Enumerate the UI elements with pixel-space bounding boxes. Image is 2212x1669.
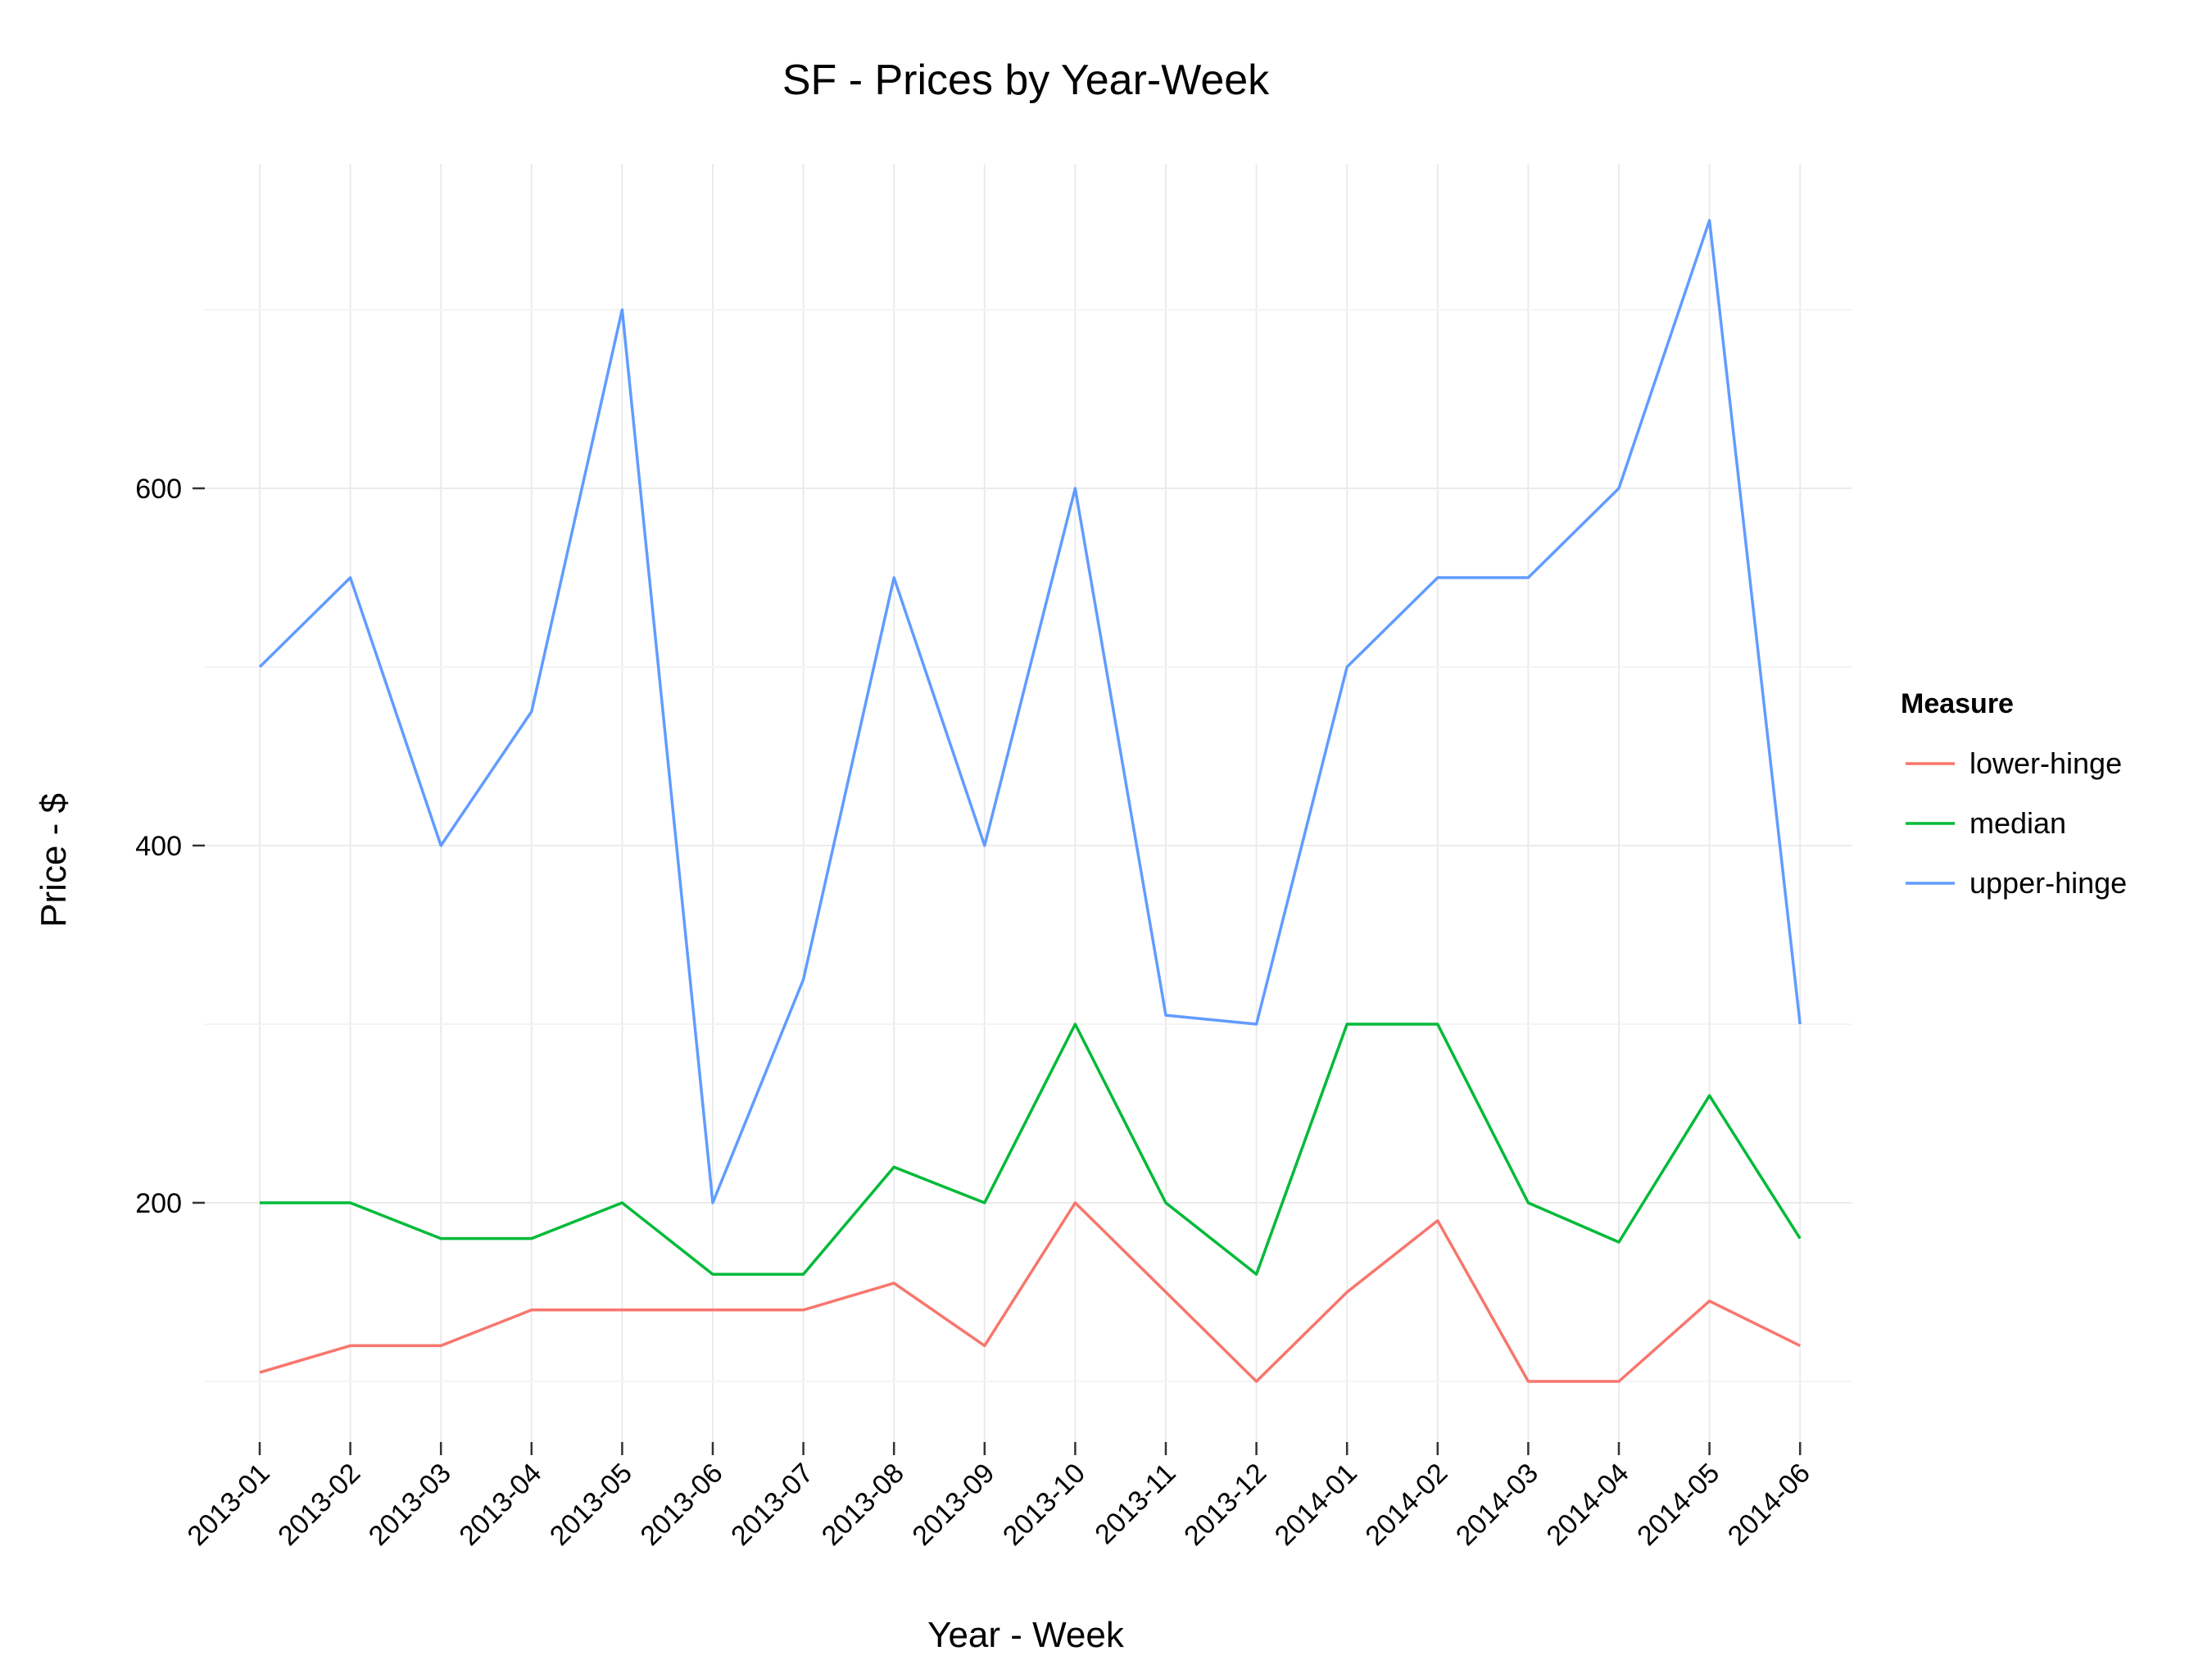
y-tick-label: 600 [135,474,182,505]
y-tick-label: 400 [135,831,182,862]
x-tick-label: 2013-08 [816,1458,910,1552]
x-tick-label: 2014-02 [1359,1458,1453,1552]
x-tick-label: 2013-12 [1178,1458,1272,1552]
series-lines [258,219,1802,1383]
x-tick-label: 2014-03 [1450,1458,1544,1552]
series-line-lower-hinge [259,1201,1801,1383]
legend-title: Measure [1901,688,2014,719]
x-tick-label: 2013-01 [182,1458,276,1552]
y-axis-title: Price - $ [34,793,74,927]
y-tick-label: 200 [135,1188,182,1219]
x-tick-label: 2013-11 [1089,1458,1181,1550]
legend-label-median: median [1969,806,2066,840]
chart-title: SF - Prices by Year-Week [782,57,1270,104]
x-tick-label: 2013-10 [997,1458,1091,1552]
x-tick-label: 2014-01 [1269,1458,1363,1552]
x-tick-label: 2013-07 [725,1458,819,1552]
x-tick-label: 2013-02 [272,1458,366,1552]
grid [205,164,1852,1442]
x-tick-label: 2013-05 [544,1458,638,1552]
x-tick-label: 2013-04 [453,1458,547,1552]
x-axis-title: Year - Week [927,1615,1125,1655]
axes: 2004006002013-012013-022013-032013-04201… [135,474,1816,1552]
legend-label-upper-hinge: upper-hinge [1969,866,2127,900]
x-tick-label: 2013-09 [906,1458,1000,1552]
series-line-median [260,1023,1802,1276]
x-tick-label: 2014-06 [1722,1458,1816,1552]
x-tick-label: 2014-05 [1631,1458,1725,1552]
x-tick-label: 2014-04 [1541,1458,1635,1552]
legend-label-lower-hinge: lower-hinge [1969,746,2122,780]
series-line-upper-hinge [258,219,1802,1204]
legend: Measure lower-hinge median upper-hinge [1901,688,2127,900]
x-tick-label: 2013-03 [363,1458,457,1552]
x-tick-label: 2013-06 [635,1458,729,1552]
